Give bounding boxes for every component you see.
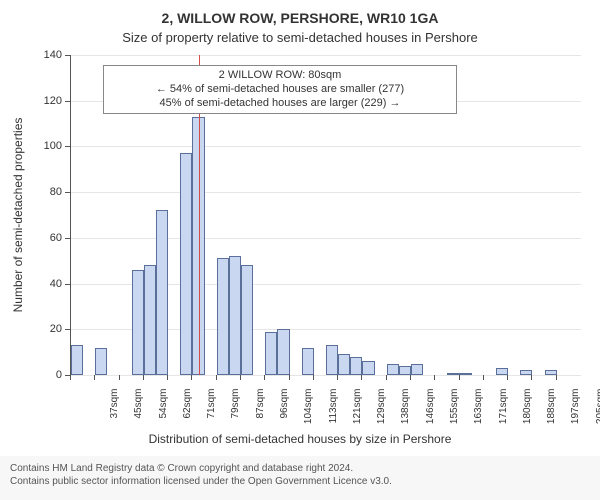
x-tick-mark	[483, 375, 484, 380]
x-tick-mark	[386, 375, 387, 380]
y-tick-mark	[65, 284, 70, 285]
y-gridline	[71, 375, 581, 376]
x-tick-mark	[289, 375, 290, 380]
x-tick-mark	[167, 375, 168, 380]
x-tick-label: 96sqm	[279, 389, 290, 439]
x-tick-mark	[337, 375, 338, 380]
annotation-line2: ← 54% of semi-detached houses are smalle…	[110, 83, 450, 97]
x-tick-mark	[70, 375, 71, 380]
x-tick-mark	[313, 375, 314, 380]
y-tick-mark	[65, 101, 70, 102]
bar	[350, 357, 362, 375]
x-tick-mark	[240, 375, 241, 380]
x-tick-label: 37sqm	[109, 389, 120, 439]
y-tick-label: 80	[38, 186, 62, 198]
y-tick-mark	[65, 238, 70, 239]
x-tick-mark	[361, 375, 362, 380]
x-tick-label: 45sqm	[133, 389, 144, 439]
x-tick-label: 113sqm	[328, 389, 339, 439]
x-tick-mark	[119, 375, 120, 380]
y-tick-mark	[65, 146, 70, 147]
bar	[229, 256, 241, 375]
x-tick-label: 129sqm	[376, 389, 387, 439]
x-tick-label: 71sqm	[206, 389, 217, 439]
x-tick-label: 138sqm	[400, 389, 411, 439]
annotation-line1: 2 WILLOW ROW: 80sqm	[110, 69, 450, 83]
y-tick-label: 40	[38, 278, 62, 290]
bar	[156, 210, 168, 375]
x-axis-title: Distribution of semi-detached houses by …	[0, 432, 600, 446]
x-tick-label: 197sqm	[570, 389, 581, 439]
bar	[302, 348, 314, 375]
x-tick-label: 180sqm	[522, 389, 533, 439]
bar	[496, 368, 508, 375]
y-gridline	[71, 192, 581, 193]
bar	[71, 345, 83, 375]
bar	[95, 348, 107, 375]
bar	[399, 366, 411, 375]
x-tick-mark	[434, 375, 435, 380]
x-tick-label: 155sqm	[449, 389, 460, 439]
x-tick-mark	[191, 375, 192, 380]
y-tick-label: 100	[38, 140, 62, 152]
x-tick-mark	[410, 375, 411, 380]
annotation-box: 2 WILLOW ROW: 80sqm← 54% of semi-detache…	[103, 65, 457, 114]
x-tick-label: 104sqm	[303, 389, 314, 439]
x-tick-mark	[94, 375, 95, 380]
y-tick-mark	[65, 329, 70, 330]
x-tick-label: 87sqm	[255, 389, 266, 439]
y-tick-label: 140	[38, 49, 62, 61]
chart-title-line1: 2, WILLOW ROW, PERSHORE, WR10 1GA	[0, 10, 600, 26]
footer-line2: Contains public sector information licen…	[10, 475, 590, 488]
x-tick-label: 171sqm	[498, 389, 509, 439]
chart-title-line2: Size of property relative to semi-detach…	[0, 30, 600, 45]
y-tick-label: 120	[38, 95, 62, 107]
y-tick-label: 20	[38, 323, 62, 335]
y-gridline	[71, 146, 581, 147]
x-tick-label: 62sqm	[182, 389, 193, 439]
bar	[217, 258, 229, 375]
x-tick-label: 205sqm	[595, 389, 600, 439]
annotation-line3: 45% of semi-detached houses are larger (…	[110, 97, 450, 111]
x-tick-mark	[459, 375, 460, 380]
root: { "layout": { "width": 600, "height": 50…	[0, 0, 600, 500]
footer: Contains HM Land Registry data © Crown c…	[0, 456, 600, 500]
bar	[144, 265, 156, 375]
bar	[180, 153, 192, 375]
bar	[326, 345, 338, 375]
y-axis-title: Number of semi-detached properties	[11, 118, 25, 313]
y-gridline	[71, 238, 581, 239]
y-tick-mark	[65, 192, 70, 193]
y-tick-label: 60	[38, 232, 62, 244]
bar	[460, 373, 472, 375]
x-tick-label: 163sqm	[473, 389, 484, 439]
bar	[265, 332, 277, 375]
bar	[411, 364, 423, 375]
x-tick-mark	[507, 375, 508, 380]
x-tick-label: 79sqm	[230, 389, 241, 439]
y-gridline	[71, 55, 581, 56]
bar	[338, 354, 350, 375]
plot-area: 2 WILLOW ROW: 80sqm← 54% of semi-detache…	[70, 55, 581, 376]
bar	[387, 364, 399, 375]
x-tick-label: 146sqm	[425, 389, 436, 439]
bar	[241, 265, 253, 375]
bar	[362, 361, 374, 375]
x-tick-mark	[556, 375, 557, 380]
y-tick-label: 0	[38, 369, 62, 381]
x-tick-label: 188sqm	[546, 389, 557, 439]
x-tick-mark	[216, 375, 217, 380]
x-tick-label: 54sqm	[158, 389, 169, 439]
footer-line1: Contains HM Land Registry data © Crown c…	[10, 462, 590, 475]
y-tick-mark	[65, 55, 70, 56]
bar	[277, 329, 289, 375]
x-tick-mark	[143, 375, 144, 380]
x-tick-mark	[531, 375, 532, 380]
x-tick-mark	[264, 375, 265, 380]
bar	[132, 270, 144, 375]
x-tick-label: 121sqm	[352, 389, 363, 439]
